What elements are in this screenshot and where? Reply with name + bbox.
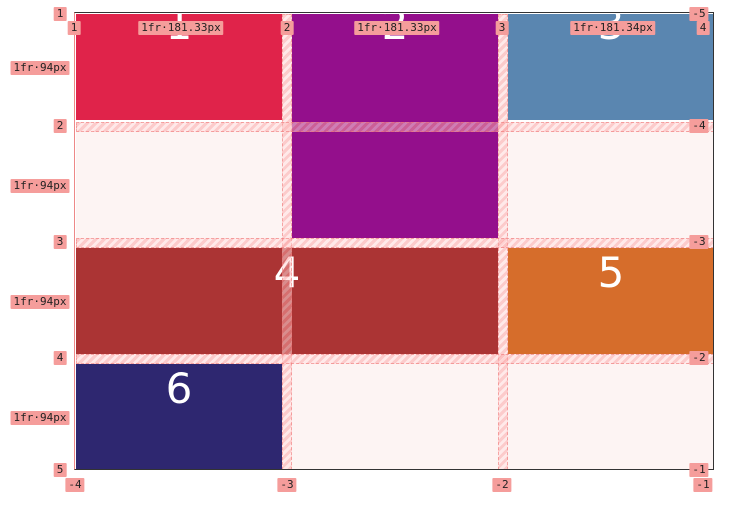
grid-cell (292, 364, 498, 470)
row-size: 1fr·94px (10, 61, 70, 75)
column-size: 1fr·181.34px (570, 21, 656, 35)
row-line-number: 5 (53, 463, 67, 477)
row-size: 1fr·94px (10, 295, 70, 309)
item-number: 6 (165, 364, 193, 413)
row-line-number: 4 (53, 351, 67, 365)
grid-cell (508, 364, 714, 470)
grid-outline (74, 12, 714, 470)
column-size: 1fr·181.33px (354, 21, 440, 35)
column-line-number: 2 (280, 21, 294, 35)
column-line-number: -3 (277, 478, 297, 492)
row-size: 1fr·94px (10, 411, 70, 425)
grid-cell (508, 132, 714, 238)
item-number: 5 (597, 248, 625, 297)
column-line-number: 3 (495, 21, 509, 35)
row-line-number: -3 (689, 235, 709, 249)
row-line-number: -1 (689, 463, 709, 477)
column-line-number: 1 (67, 21, 81, 35)
column-line-number: -4 (65, 478, 85, 492)
grid-cell (76, 132, 282, 238)
column-size: 1fr·181.33px (138, 21, 224, 35)
row-line-number: -5 (689, 7, 709, 21)
row-line-number: 2 (53, 119, 67, 133)
row-line-number: -2 (689, 351, 709, 365)
column-line-number: -2 (492, 478, 512, 492)
grid-item (508, 248, 714, 354)
column-line-number: -1 (693, 478, 713, 492)
row-line-number: 1 (53, 7, 67, 21)
row-size: 1fr·94px (10, 179, 70, 193)
row-line-number: -4 (689, 119, 709, 133)
row-line-number: 3 (53, 235, 67, 249)
column-line-number: 4 (696, 21, 710, 35)
grid-item (76, 364, 282, 470)
